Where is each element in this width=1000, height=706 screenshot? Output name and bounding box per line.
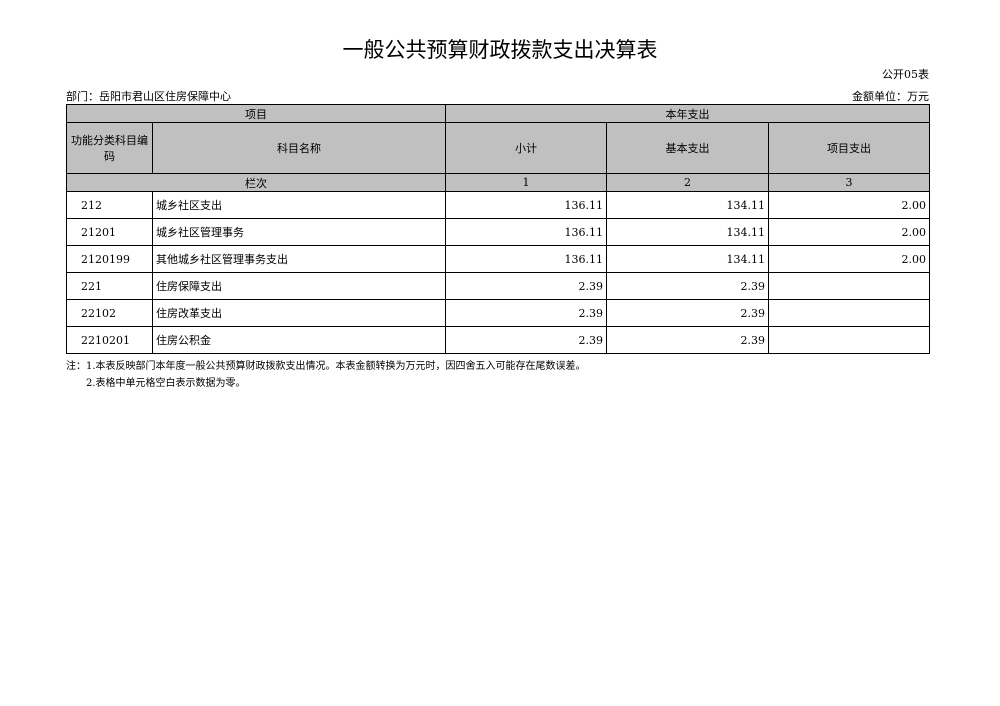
cell-code: 221: [66, 272, 153, 300]
cell-basic: 2.39: [606, 272, 769, 300]
col-index-1: 1: [445, 173, 607, 192]
table-row: 22102 住房改革支出 2.39 2.39: [66, 299, 930, 327]
expenditure-table: 项目 本年支出 功能分类科目编码 科目名称 小计 基本支出 项目支出 栏次 1 2 3 212 城…: [66, 104, 930, 354]
cell-basic: 2.39: [606, 326, 769, 354]
cell-project: [768, 326, 930, 354]
department: 部门：岳阳市君山区住房保障中心: [66, 90, 231, 103]
cell-name: 城乡社区支出: [152, 191, 446, 219]
cell-project: 2.00: [768, 191, 930, 219]
cell-basic: 134.11: [606, 245, 769, 273]
cell-basic: 134.11: [606, 218, 769, 246]
cell-basic: 2.39: [606, 299, 769, 327]
cell-name: 住房改革支出: [152, 299, 446, 327]
amount-unit: 金额单位：万元: [852, 90, 929, 103]
table-row: 2120199 其他城乡社区管理事务支出 136.11 134.11 2.00: [66, 245, 930, 273]
cell-code: 2210201: [66, 326, 153, 354]
header-item: 项目: [66, 104, 446, 123]
cell-name: 其他城乡社区管理事务支出: [152, 245, 446, 273]
cell-project: [768, 272, 930, 300]
cell-subtotal: 136.11: [445, 218, 607, 246]
cell-code: 22102: [66, 299, 153, 327]
cell-subtotal: 2.39: [445, 326, 607, 354]
cell-name: 城乡社区管理事务: [152, 218, 446, 246]
cell-code: 2120199: [66, 245, 153, 273]
notes: 注：1.本表反映部门本年度一般公共预算财政拨款支出情况。本表金额转换为万元时，因…: [66, 358, 586, 392]
cell-code: 21201: [66, 218, 153, 246]
cell-name: 住房保障支出: [152, 272, 446, 300]
table-code: 公开05表: [882, 68, 929, 81]
note-2: 2.表格中单元格空白表示数据为零。: [86, 378, 246, 389]
table-row: 221 住房保障支出 2.39 2.39: [66, 272, 930, 300]
cell-subtotal: 2.39: [445, 299, 607, 327]
table-row: 21201 城乡社区管理事务 136.11 134.11 2.00: [66, 218, 930, 246]
col-index-3: 3: [768, 173, 930, 192]
header-current-year: 本年支出: [445, 104, 930, 123]
cell-subtotal: 136.11: [445, 245, 607, 273]
col-index-2: 2: [606, 173, 769, 192]
cell-project: [768, 299, 930, 327]
header-project: 项目支出: [768, 122, 930, 174]
cell-project: 2.00: [768, 245, 930, 273]
cell-project: 2.00: [768, 218, 930, 246]
table-row: 212 城乡社区支出 136.11 134.11 2.00: [66, 191, 930, 219]
note-1: 注：1.本表反映部门本年度一般公共预算财政拨款支出情况。本表金额转换为万元时，因…: [66, 361, 586, 372]
header-subtotal: 小计: [445, 122, 607, 174]
cell-basic: 134.11: [606, 191, 769, 219]
page-title: 一般公共预算财政拨款支出决算表: [342, 38, 658, 62]
cell-name: 住房公积金: [152, 326, 446, 354]
header-code: 功能分类科目编码: [66, 122, 153, 174]
header-column-index: 栏次: [66, 173, 446, 192]
cell-subtotal: 2.39: [445, 272, 607, 300]
cell-subtotal: 136.11: [445, 191, 607, 219]
cell-code: 212: [66, 191, 153, 219]
table-row: 2210201 住房公积金 2.39 2.39: [66, 326, 930, 354]
header-name: 科目名称: [152, 122, 446, 174]
header-basic: 基本支出: [606, 122, 769, 174]
